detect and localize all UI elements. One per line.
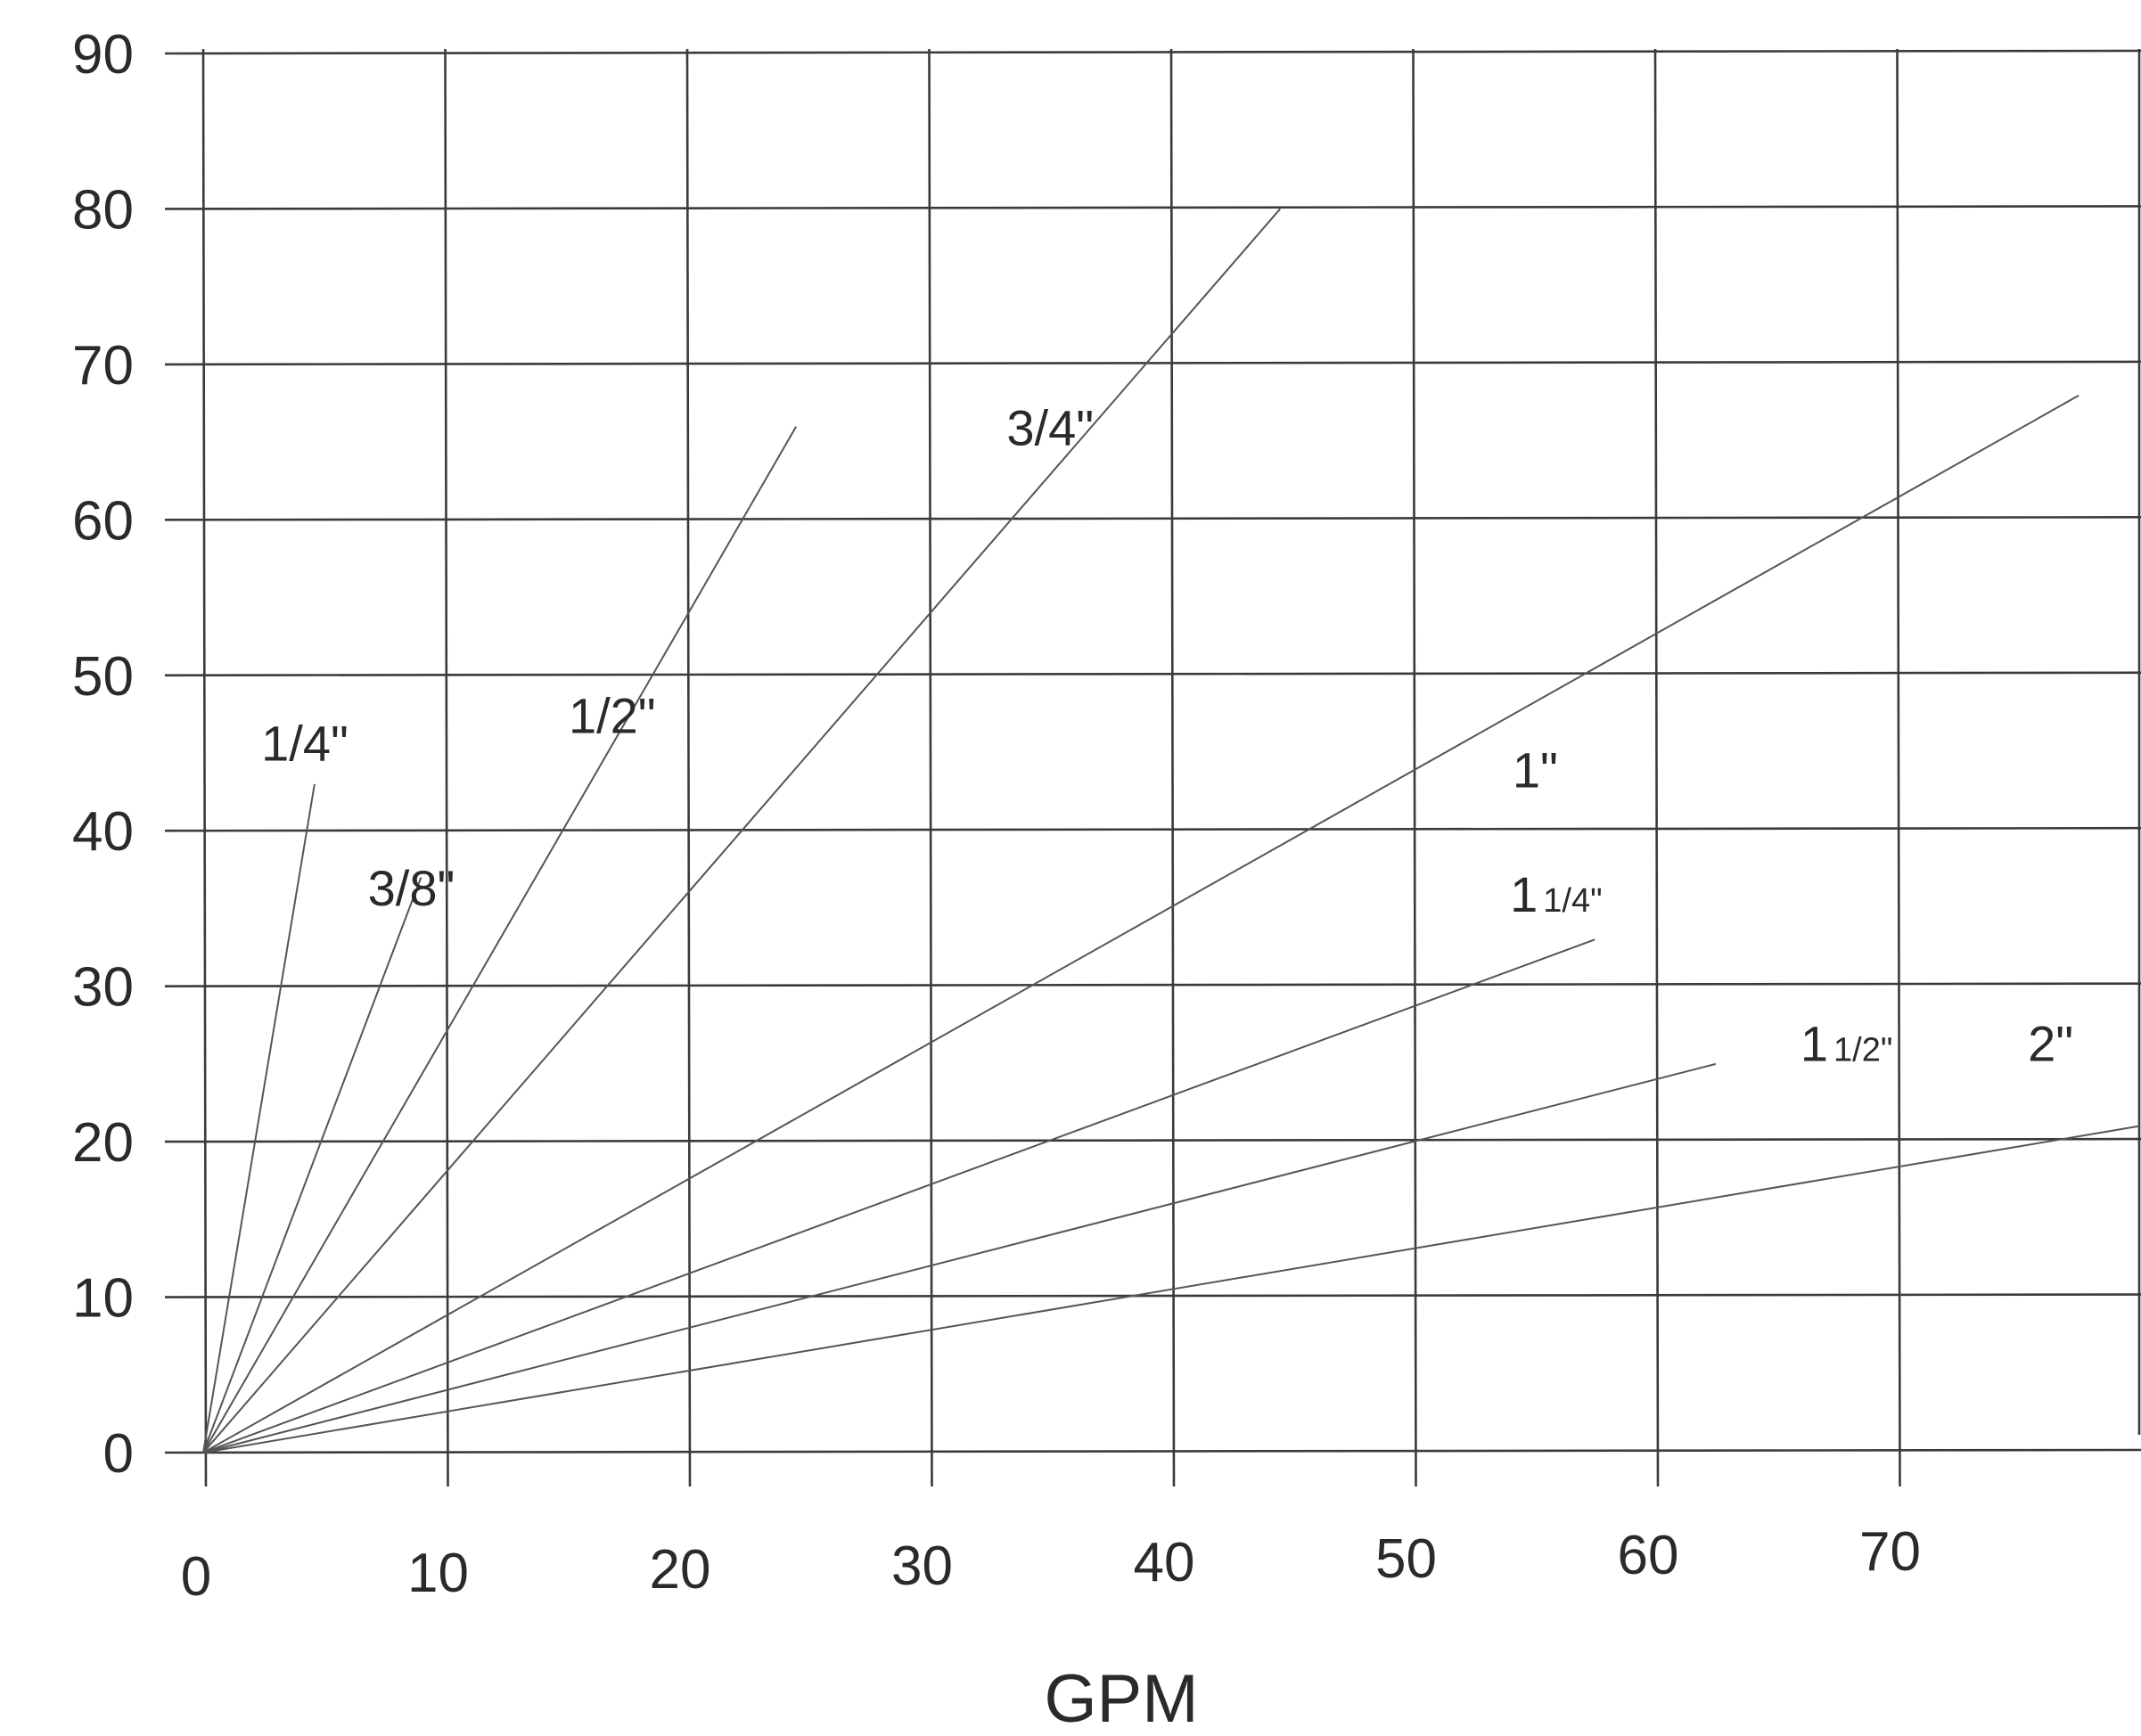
x-tick-label-30: 30 bbox=[891, 1535, 953, 1597]
grid-line-x-60 bbox=[1653, 48, 1660, 1487]
x-tick-label-70: 70 bbox=[1859, 1521, 1921, 1583]
series-line-1 bbox=[202, 783, 316, 1453]
x-axis-label: GPM bbox=[1044, 1661, 1198, 1736]
series-label-fraction: 1/4" bbox=[1543, 882, 1602, 920]
series-label-3: 1/2" bbox=[569, 687, 656, 743]
x-tick-label-10: 10 bbox=[407, 1543, 469, 1604]
y-tick-label-20: 20 bbox=[72, 1112, 134, 1174]
x-tick-label-20: 20 bbox=[650, 1539, 711, 1601]
y-tick-label-10: 10 bbox=[72, 1268, 134, 1330]
grid-line-x-10 bbox=[444, 48, 449, 1487]
series-line-6 bbox=[202, 938, 1595, 1453]
grid-line-x-70 bbox=[1896, 48, 1901, 1487]
x-tick-label-0: 0 bbox=[181, 1546, 211, 1608]
series-line-8 bbox=[202, 1125, 2140, 1453]
grid-line-x-50 bbox=[1412, 48, 1417, 1487]
series-label-fraction: 1/2" bbox=[1833, 1031, 1892, 1069]
grid-line-y-10 bbox=[164, 1293, 2141, 1298]
series-label-text: 1/2" bbox=[569, 687, 656, 743]
grid-line-x-30 bbox=[928, 48, 933, 1487]
y-tick-label-70: 70 bbox=[72, 335, 134, 397]
grid-line-y-60 bbox=[164, 516, 2141, 521]
grid-line-y-30 bbox=[164, 982, 2141, 987]
grid bbox=[164, 48, 2141, 1487]
series-label-7: 1 1/2" bbox=[1801, 1015, 1892, 1071]
series-label-text: 1/4" bbox=[261, 716, 349, 772]
x-tick-label-50: 50 bbox=[1375, 1528, 1437, 1590]
grid-line-y-80 bbox=[164, 205, 2141, 210]
series-labels: 1/4"3/8"1/2"3/4"1"1 1/4"1 1/2" 2" bbox=[261, 400, 2073, 1072]
y-tick-label-60: 60 bbox=[72, 490, 134, 552]
series-label-2: 3/8" bbox=[368, 860, 455, 916]
y-tick-label-40: 40 bbox=[72, 801, 134, 863]
series-label-5: 1" bbox=[1513, 741, 1558, 798]
y-tick-label-80: 80 bbox=[72, 179, 134, 241]
y-tick-label-90: 90 bbox=[72, 24, 134, 86]
series-line-4 bbox=[202, 208, 1281, 1453]
grid-line-x-0 bbox=[201, 48, 208, 1487]
series-line-2 bbox=[202, 877, 422, 1453]
series-label-1: 1/4" bbox=[261, 716, 349, 772]
grid-line-y-90 bbox=[164, 49, 2141, 55]
series-line-3 bbox=[202, 426, 798, 1453]
series-label-8: 2" bbox=[2028, 1015, 2073, 1071]
grid-line-x-40 bbox=[1169, 48, 1176, 1487]
series-lines bbox=[202, 208, 2140, 1453]
series-line-7 bbox=[202, 1062, 1717, 1453]
axis-ticks: 0 10 20 30 40 50 60 70 80 90 0 10 20 30 40 50 60 70 bbox=[72, 24, 1921, 1608]
series-label-text: 3/4" bbox=[1006, 400, 1094, 456]
series-label-6: 1 1/4" bbox=[1510, 866, 1602, 922]
grid-line-x-20 bbox=[685, 48, 692, 1487]
y-tick-label-50: 50 bbox=[72, 646, 134, 708]
grid-line-y-40 bbox=[164, 826, 2141, 832]
series-label-text: 1 bbox=[1801, 1015, 1828, 1071]
series-line-5 bbox=[202, 394, 2079, 1453]
series-label-4: 3/4" bbox=[1006, 400, 1094, 456]
grid-line-y-50 bbox=[164, 671, 2141, 677]
grid-line-y-0 bbox=[164, 1448, 2141, 1454]
series-label-text: 3/8" bbox=[368, 860, 455, 916]
grid-line-y-20 bbox=[164, 1137, 2141, 1143]
y-tick-label-0: 0 bbox=[103, 1423, 134, 1485]
series-label-text: 2" bbox=[2028, 1015, 2073, 1071]
x-tick-label-40: 40 bbox=[1134, 1532, 1195, 1593]
y-tick-label-30: 30 bbox=[72, 957, 134, 1019]
series-label-text: 1" bbox=[1513, 741, 1558, 798]
x-tick-label-60: 60 bbox=[1618, 1525, 1679, 1586]
series-label-text: 1 bbox=[1510, 866, 1538, 922]
grid-line-y-70 bbox=[164, 360, 2141, 366]
